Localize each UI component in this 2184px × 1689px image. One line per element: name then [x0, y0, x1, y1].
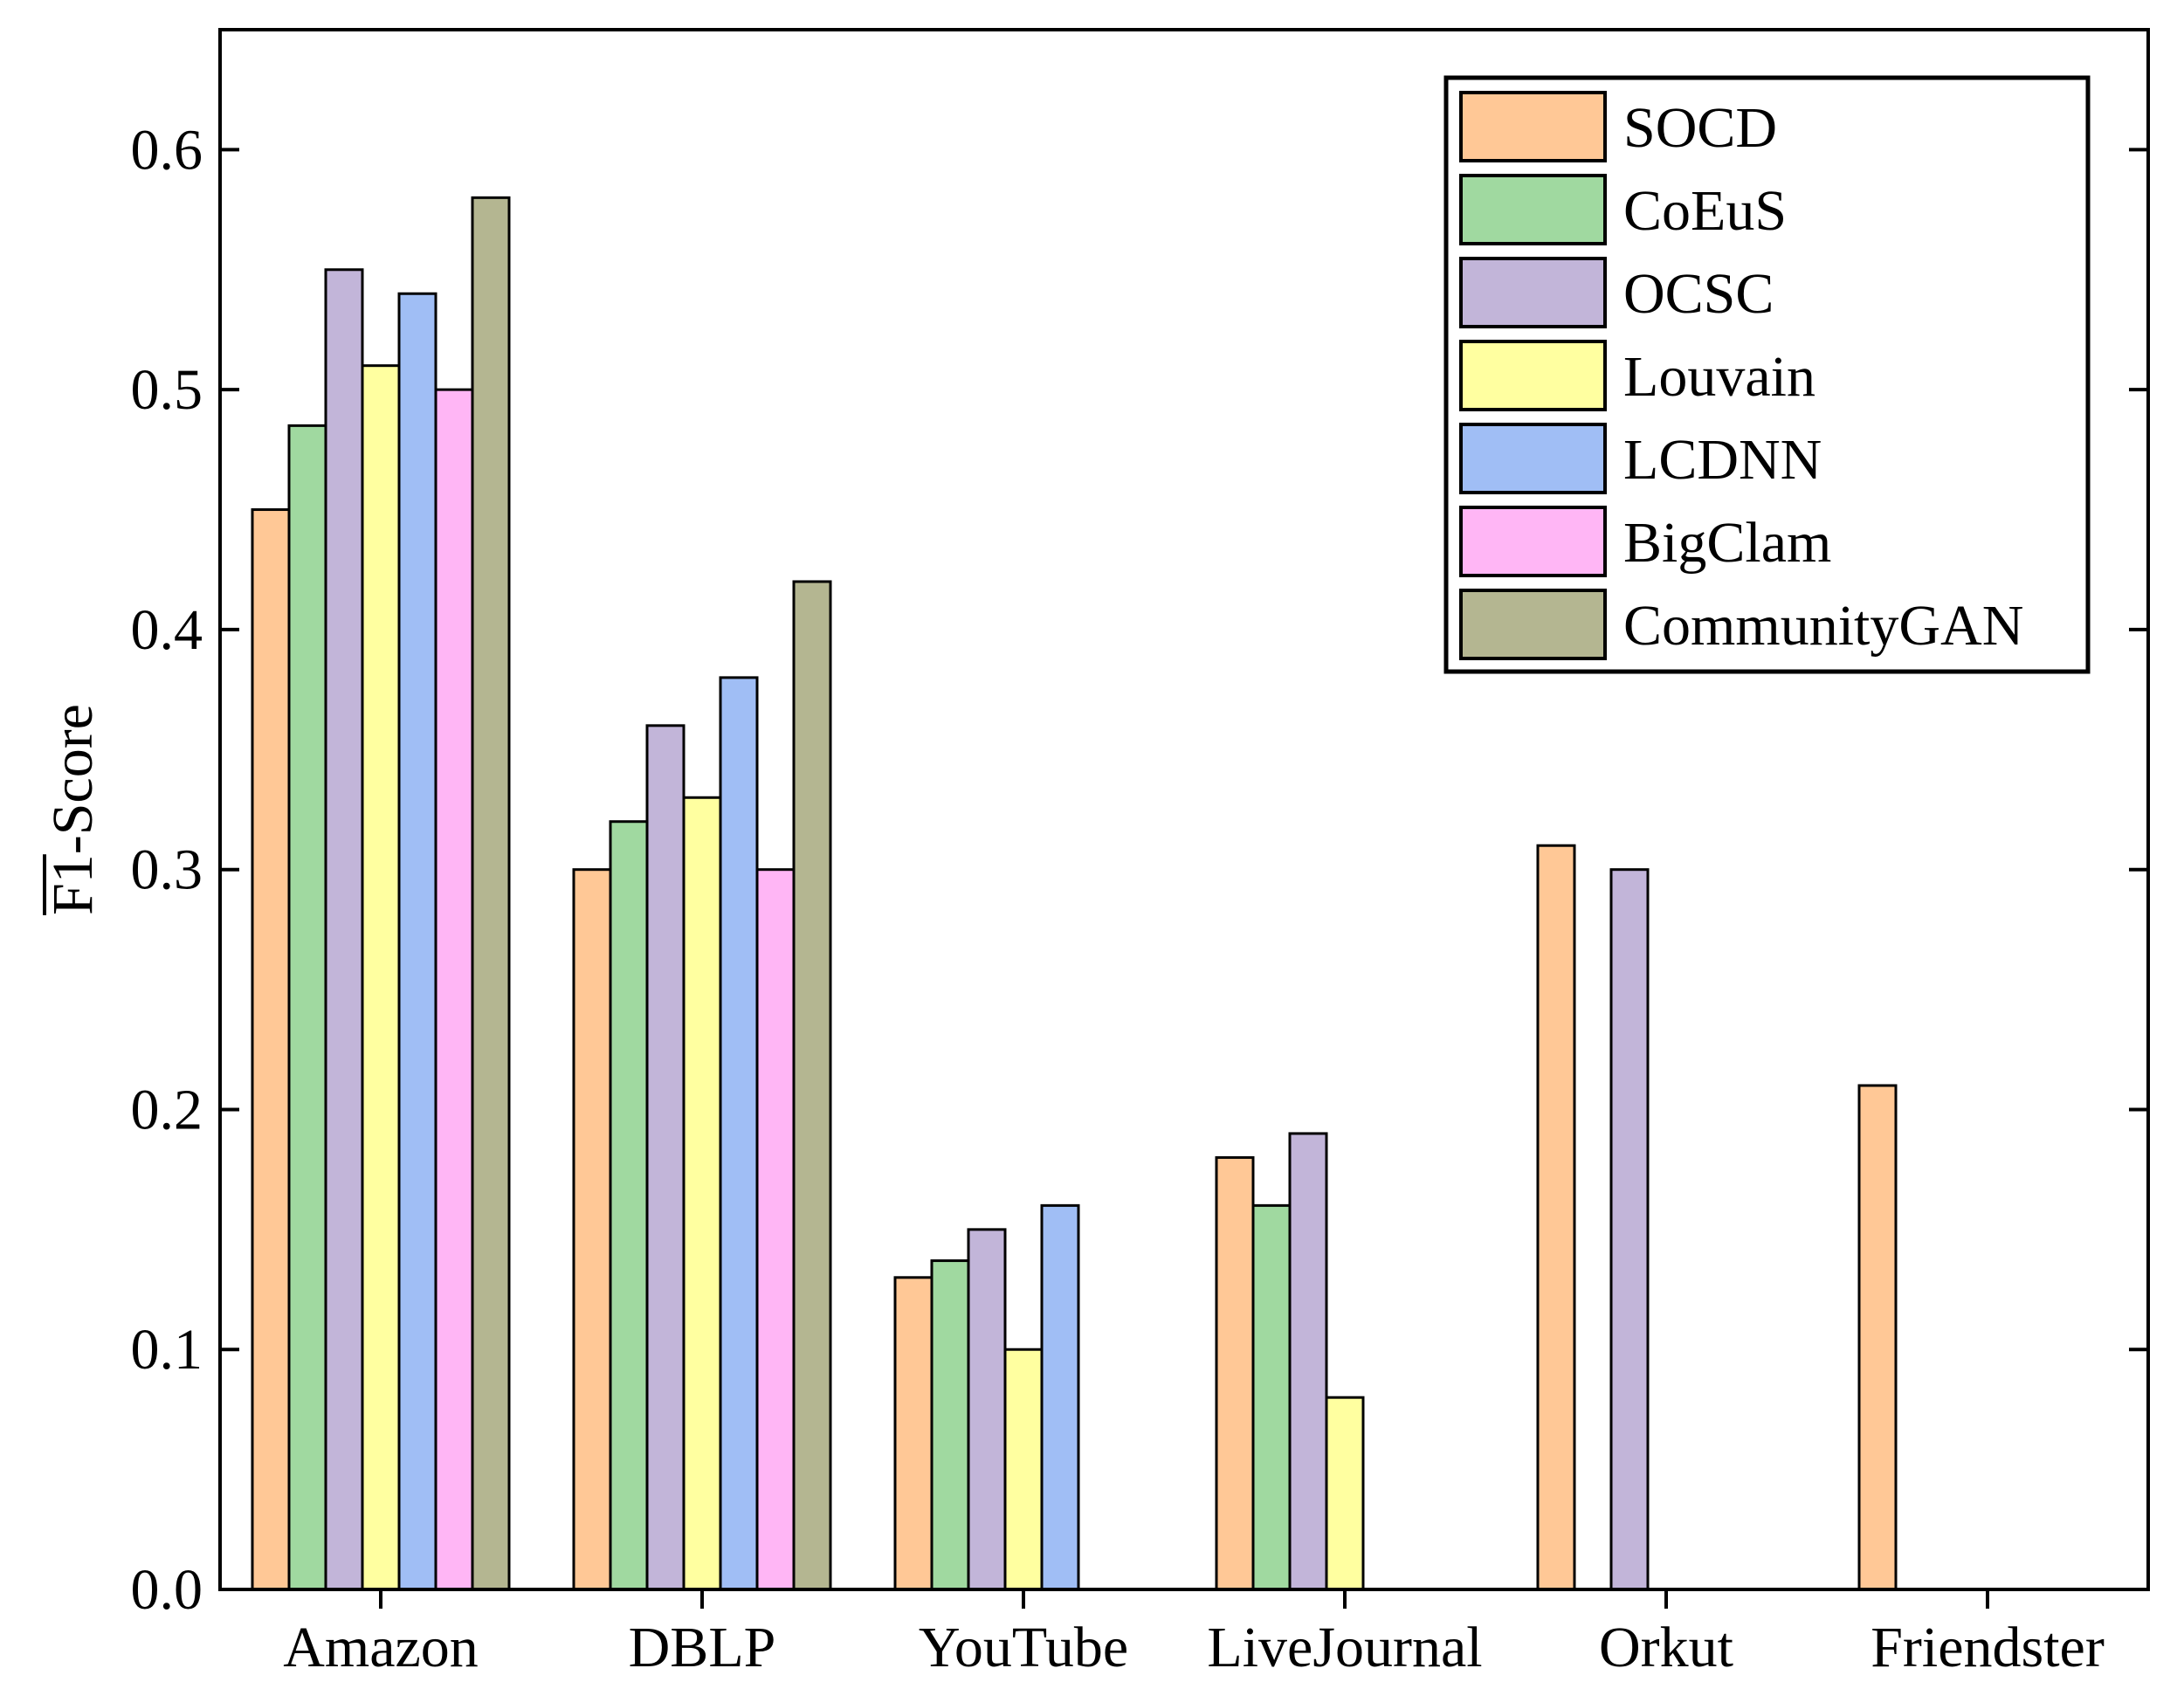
legend-label-communitygan: CommunityGAN: [1623, 594, 2023, 658]
bar-ocsc-dblp: [645, 724, 686, 1591]
y-tick-label: 0.4: [131, 598, 203, 662]
y-tick-label: 0.5: [131, 358, 203, 422]
bar-socd-orkut: [1536, 844, 1576, 1591]
x-tick-label-livejournal: LiveJournal: [1207, 1616, 1482, 1679]
bar-lcdnn-amazon: [397, 292, 437, 1591]
y-tick-label: 0.3: [131, 838, 203, 902]
bar-coeus-dblp: [609, 820, 649, 1591]
legend-label-bigclam: BigClam: [1623, 511, 1831, 575]
x-tick-label-amazon: Amazon: [283, 1616, 479, 1679]
legend-swatch-coeus: [1459, 174, 1607, 245]
bar-louvain-dblp: [682, 796, 722, 1591]
legend-swatch-lcdnn: [1459, 423, 1607, 494]
x-tick-label-friendster: Friendster: [1871, 1616, 2105, 1679]
bar-communitygan-amazon: [471, 196, 511, 1591]
legend-swatch-socd: [1459, 91, 1607, 162]
bar-coeus-youtube: [930, 1259, 970, 1591]
legend-label-lcdnn: LCDNN: [1623, 428, 1822, 492]
y-tick-label: 0.6: [131, 118, 203, 182]
y-axis-label: F1-Score: [41, 704, 105, 915]
bar-louvain-amazon: [361, 364, 401, 1591]
x-tick-label-orkut: Orkut: [1599, 1616, 1733, 1679]
y-tick-label: 0.2: [131, 1078, 203, 1141]
y-tick-label: 0.0: [131, 1558, 203, 1622]
bar-lcdnn-youtube: [1040, 1203, 1080, 1591]
legend-label-coeus: CoEuS: [1623, 179, 1787, 243]
legend-swatch-communitygan: [1459, 589, 1607, 660]
bar-ocsc-orkut: [1609, 868, 1650, 1591]
axes: 0.0 0.1 0.2 0.3 0.4 0.5 0.6 Amazon DBLP YouTube Li…: [41, 28, 2150, 1679]
x-tick-label-youtube: YouTube: [919, 1616, 1128, 1679]
bar-communitygan-dblp: [792, 580, 832, 1591]
bar-ocsc-amazon: [324, 268, 364, 1591]
bar-bigclam-amazon: [434, 388, 474, 1591]
x-tick-label-dblp: DBLP: [629, 1616, 776, 1679]
bar-louvain-livejournal: [1325, 1396, 1365, 1591]
bar-socd-livejournal: [1215, 1155, 1255, 1591]
legend-swatch-bigclam: [1459, 506, 1607, 577]
bar-socd-dblp: [572, 868, 612, 1591]
bar-ocsc-youtube: [967, 1228, 1007, 1591]
bar-socd-friendster: [1857, 1084, 1898, 1591]
legend-label-ocsc: OCSC: [1623, 262, 1774, 326]
bar-coeus-livejournal: [1251, 1203, 1292, 1591]
plot-frame: [218, 28, 2150, 1591]
bar-socd-amazon: [251, 508, 291, 1591]
legend-swatch-ocsc: [1459, 257, 1607, 328]
bar-socd-youtube: [893, 1276, 934, 1591]
legend-label-socd: SOCD: [1623, 96, 1777, 160]
bar-lcdnn-dblp: [719, 676, 759, 1591]
bar-coeus-amazon: [287, 424, 327, 1591]
legend-label-louvain: Louvain: [1623, 345, 1815, 409]
legend-swatch-louvain: [1459, 340, 1607, 411]
bar-louvain-youtube: [1003, 1348, 1044, 1591]
bar-ocsc-livejournal: [1288, 1132, 1328, 1591]
bar-bigclam-dblp: [755, 868, 796, 1591]
y-tick-label: 0.1: [131, 1318, 203, 1382]
legend: SOCD CoEuS OCSC Louvain LCDNN BigClam Communit…: [1443, 75, 2091, 674]
bar-group: [251, 196, 1898, 1591]
